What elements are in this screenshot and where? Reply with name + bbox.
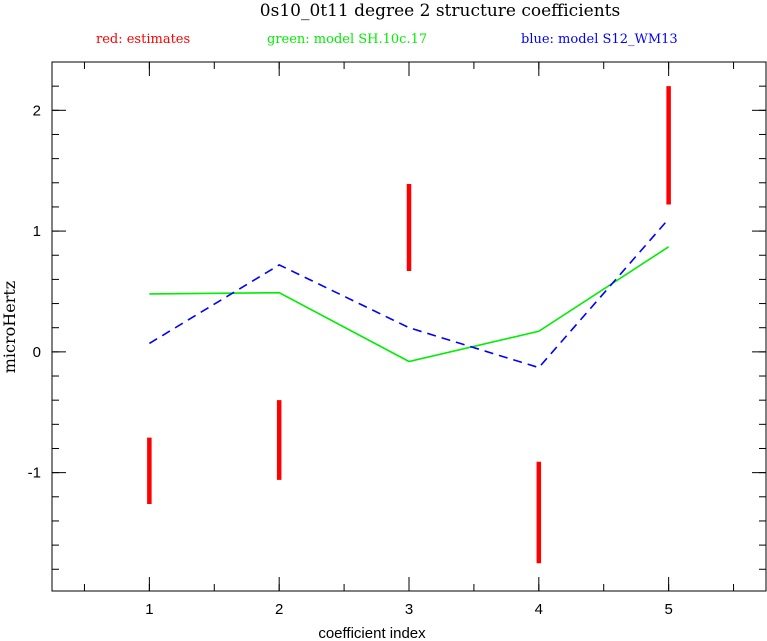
legend: red: estimates green: model SH.10c.17 bl… xyxy=(96,32,678,47)
y-tick-label: 2 xyxy=(33,102,41,119)
y-tick-label: 0 xyxy=(33,344,41,361)
error-bars xyxy=(147,86,671,564)
minor-ticks xyxy=(52,61,766,591)
y-axis-label: microHertz xyxy=(0,281,19,373)
chart-title: 0s10_0t11 degree 2 structure coefficient… xyxy=(260,1,620,21)
x-tick-label: 2 xyxy=(275,601,283,618)
series-line-2 xyxy=(148,218,670,369)
legend-entry-blue-model: blue: model S12_WM13 xyxy=(521,32,678,47)
x-tick-label: 1 xyxy=(145,601,153,618)
y-tick-label: 1 xyxy=(33,223,41,240)
x-tick-label: 4 xyxy=(535,601,543,618)
legend-entry-green-model: green: model SH.10c.17 xyxy=(267,32,427,47)
x-tick-label: 3 xyxy=(405,601,413,618)
x-tick-label: 5 xyxy=(664,601,672,618)
plot-frame xyxy=(51,61,767,592)
x-axis-label: coefficient index xyxy=(318,625,426,641)
y-tick-labels: -1 0 1 2 xyxy=(28,102,41,481)
series-line-1 xyxy=(149,246,670,363)
x-tick-labels: 1 2 3 4 5 xyxy=(145,601,673,618)
series-lines xyxy=(148,218,670,369)
legend-entry-estimates: red: estimates xyxy=(96,32,190,47)
y-tick-label: -1 xyxy=(28,465,41,482)
major-ticks xyxy=(52,62,766,591)
